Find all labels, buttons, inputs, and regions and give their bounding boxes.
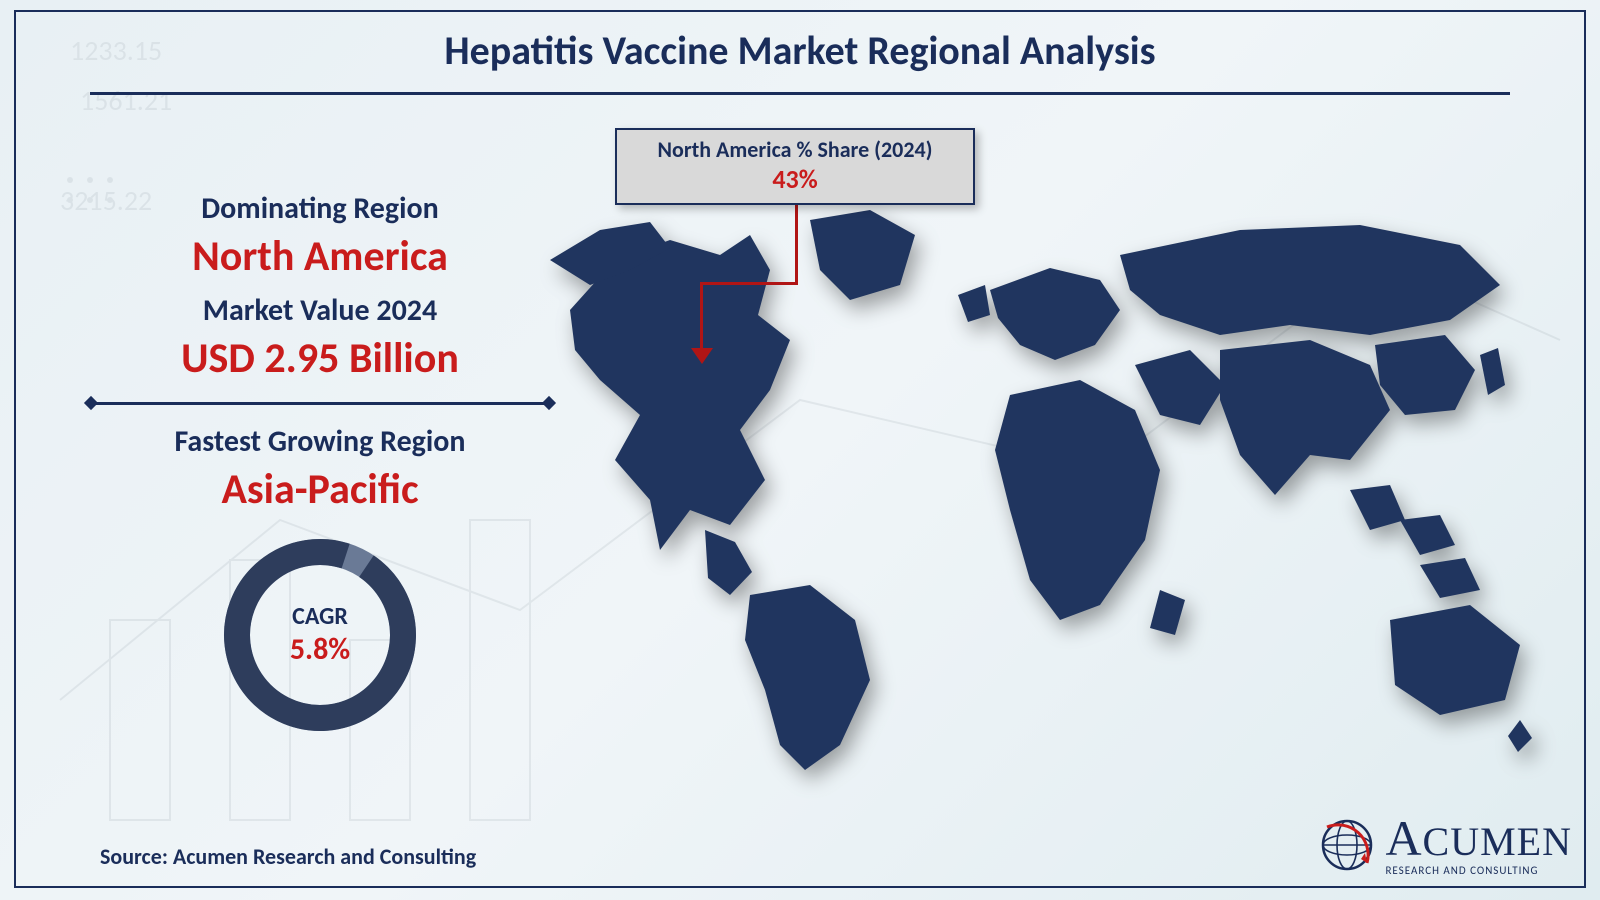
world-map (520, 200, 1540, 780)
callout-connector (700, 282, 798, 285)
market-value-label: Market Value 2024 (90, 292, 550, 329)
cagr-value: 5.8% (290, 631, 350, 668)
brand-tagline: RESEARCH AND CONSULTING (1385, 865, 1572, 876)
stats-divider (90, 402, 550, 405)
source-attribution: Source: Acumen Research and Consulting (100, 843, 476, 870)
fastest-region: Asia-Pacific (90, 464, 550, 515)
callout-connector (700, 282, 703, 352)
market-value: USD 2.95 Billion (90, 333, 550, 384)
brand-logo: ACUMEN RESEARCH AND CONSULTING (1319, 813, 1572, 876)
cagr-donut: CAGR 5.8% (220, 535, 420, 735)
fastest-label: Fastest Growing Region (90, 423, 550, 460)
share-callout: North America % Share (2024) 43% (615, 128, 975, 205)
dominating-label: Dominating Region (90, 190, 550, 227)
globe-icon (1319, 817, 1375, 873)
callout-connector (795, 202, 798, 282)
stats-panel: Dominating Region North America Market V… (90, 190, 550, 735)
title-divider (90, 92, 1510, 95)
share-callout-title: North America % Share (2024) (627, 136, 963, 163)
cagr-label: CAGR (290, 602, 350, 631)
brand-name: ACUMEN (1385, 813, 1572, 863)
dominating-region: North America (90, 231, 550, 282)
donut-center: CAGR 5.8% (290, 602, 350, 668)
share-callout-value: 43% (627, 163, 963, 195)
callout-arrow-icon (691, 348, 713, 364)
page-title: Hepatitis Vaccine Market Regional Analys… (0, 26, 1600, 75)
